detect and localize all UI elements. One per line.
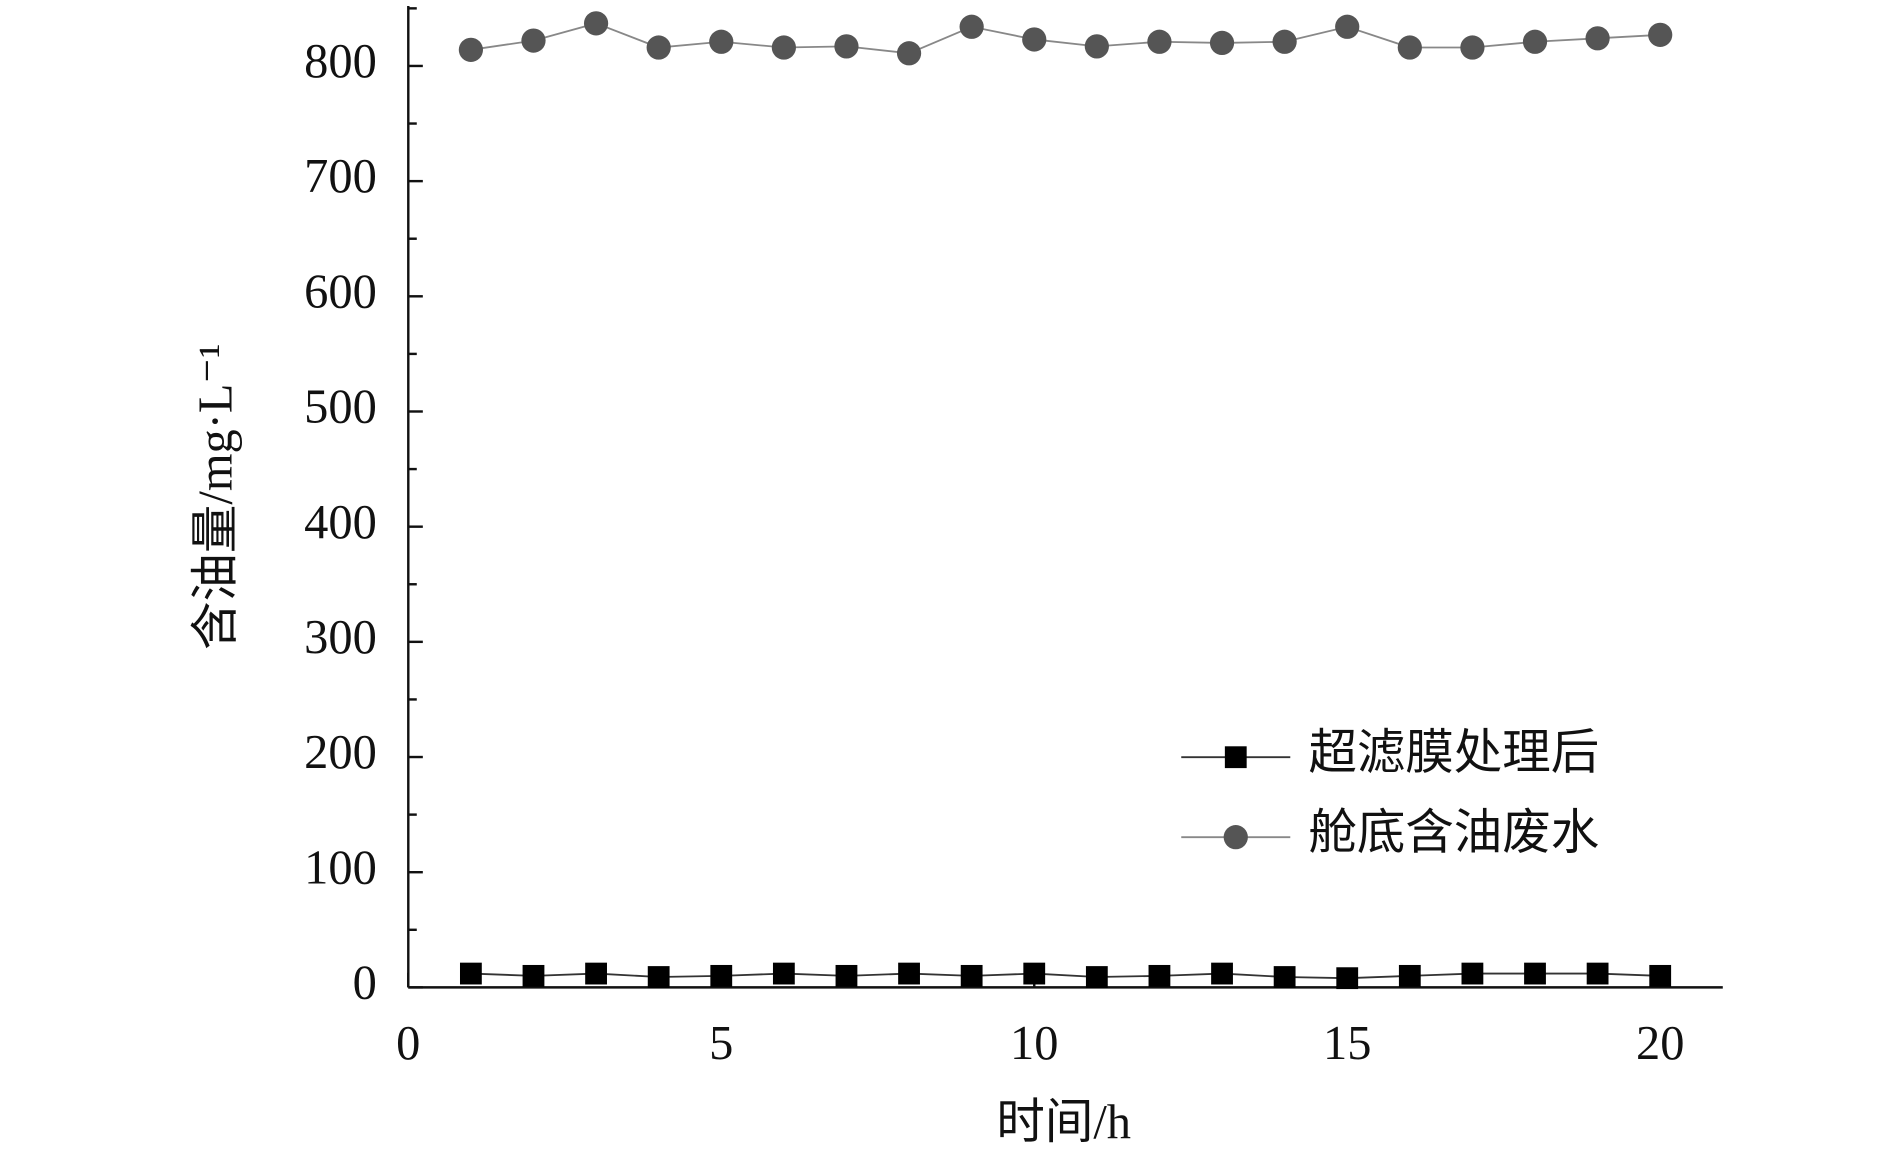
marker (1023, 962, 1046, 985)
legend-marker (1223, 825, 1248, 850)
marker (1649, 964, 1672, 987)
marker (959, 14, 984, 39)
marker (1397, 35, 1422, 60)
marker (1272, 29, 1297, 54)
marker (521, 28, 546, 53)
x-tick-label: 0 (396, 1017, 420, 1070)
marker (898, 962, 920, 985)
marker (1022, 27, 1047, 52)
marker (1273, 966, 1296, 988)
marker (1147, 29, 1172, 54)
marker (1586, 962, 1609, 985)
marker (647, 966, 670, 988)
marker (835, 964, 858, 987)
y-tick-label: 500 (304, 381, 377, 434)
marker (1336, 967, 1359, 990)
marker (1084, 34, 1109, 59)
marker (1398, 964, 1421, 987)
y-tick-label: 700 (304, 150, 377, 203)
marker (646, 35, 671, 60)
y-tick-label: 400 (304, 496, 377, 549)
marker (896, 41, 922, 66)
y-tick-label: 300 (304, 611, 377, 664)
y-tick-label: 800 (304, 35, 377, 88)
y-tick-label: 600 (304, 265, 377, 318)
marker (459, 962, 482, 985)
marker (1648, 22, 1673, 47)
legend-label: 舱底含油废水 (1308, 806, 1599, 859)
marker (1335, 14, 1360, 39)
marker (458, 37, 484, 62)
marker (1524, 962, 1546, 985)
marker (1085, 966, 1108, 988)
marker (834, 34, 859, 59)
marker (1461, 962, 1484, 985)
x-axis-label: 时间/h (996, 1096, 1131, 1149)
x-tick-label: 20 (1636, 1017, 1684, 1070)
marker (585, 962, 607, 985)
legend-marker (1224, 746, 1247, 769)
marker (709, 29, 734, 54)
marker (771, 35, 796, 60)
marker (522, 964, 545, 987)
marker (960, 964, 983, 987)
x-tick-label: 5 (709, 1017, 733, 1070)
x-tick-label: 10 (1010, 1017, 1058, 1070)
marker (583, 11, 609, 36)
y-tick-label: 200 (304, 726, 377, 779)
legend-label: 超滤膜处理后 (1308, 726, 1599, 779)
marker (1585, 26, 1610, 51)
marker (1211, 962, 1233, 985)
marker (710, 964, 733, 987)
y-tick-label: 100 (304, 841, 377, 894)
marker (1522, 29, 1548, 54)
y-axis-label: 含油量/mg·L⁻¹ (190, 343, 243, 650)
marker (1460, 35, 1485, 60)
y-tick-label: 0 (353, 957, 377, 1010)
marker (1148, 964, 1171, 987)
marker (1209, 30, 1235, 56)
marker (772, 962, 795, 985)
x-tick-label: 15 (1323, 1017, 1371, 1070)
